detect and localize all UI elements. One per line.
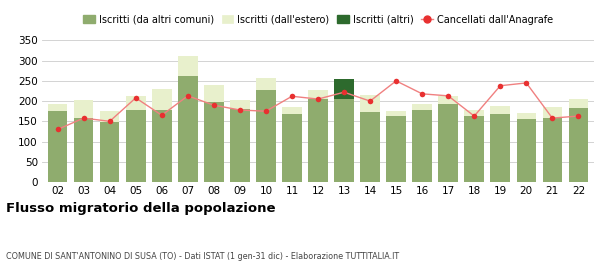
Bar <box>48 111 67 182</box>
Bar <box>334 99 354 182</box>
Point <box>287 94 297 99</box>
Point <box>131 96 140 100</box>
Bar <box>178 56 197 76</box>
Bar <box>74 100 94 118</box>
Bar <box>569 99 588 108</box>
Point <box>521 81 531 85</box>
Text: COMUNE DI SANT'ANTONINO DI SUSA (TO) - Dati ISTAT (1 gen-31 dic) - Elaborazione : COMUNE DI SANT'ANTONINO DI SUSA (TO) - D… <box>6 252 399 261</box>
Bar <box>152 110 172 182</box>
Bar <box>282 114 302 182</box>
Point <box>496 83 505 88</box>
Bar <box>412 110 432 182</box>
Bar <box>204 85 224 102</box>
Legend: Iscritti (da altri comuni), Iscritti (dall'estero), Iscritti (altri), Cancellati: Iscritti (da altri comuni), Iscritti (da… <box>79 11 557 29</box>
Text: Flusso migratorio della popolazione: Flusso migratorio della popolazione <box>6 202 275 214</box>
Point <box>209 103 218 108</box>
Point <box>261 109 271 113</box>
Point <box>418 92 427 96</box>
Bar <box>204 102 224 182</box>
Bar <box>386 111 406 116</box>
Bar <box>569 108 588 182</box>
Bar <box>230 109 250 182</box>
Bar <box>412 104 432 110</box>
Bar <box>464 116 484 182</box>
Bar <box>126 96 146 110</box>
Bar <box>308 99 328 182</box>
Bar <box>491 114 510 182</box>
Bar <box>439 96 458 104</box>
Bar <box>126 110 146 182</box>
Point <box>157 113 167 118</box>
Bar <box>178 76 197 182</box>
Point <box>548 116 557 120</box>
Bar <box>256 78 275 90</box>
Bar <box>100 122 119 182</box>
Point <box>339 90 349 94</box>
Bar <box>361 113 380 182</box>
Point <box>469 114 479 118</box>
Bar <box>517 119 536 182</box>
Bar <box>282 107 302 114</box>
Bar <box>542 118 562 182</box>
Bar <box>100 111 119 122</box>
Bar <box>439 104 458 182</box>
Point <box>391 79 401 83</box>
Point <box>235 108 245 112</box>
Point <box>574 114 583 118</box>
Bar <box>48 104 67 111</box>
Bar <box>256 90 275 182</box>
Point <box>365 99 375 103</box>
Bar <box>361 95 380 113</box>
Bar <box>517 113 536 119</box>
Point <box>443 94 453 98</box>
Point <box>313 97 323 101</box>
Bar <box>542 107 562 118</box>
Bar <box>74 118 94 182</box>
Point <box>183 94 193 98</box>
Bar <box>334 79 354 99</box>
Bar <box>152 89 172 110</box>
Point <box>53 127 62 132</box>
Bar <box>386 116 406 182</box>
Bar <box>491 106 510 114</box>
Bar <box>308 90 328 99</box>
Point <box>105 119 115 123</box>
Point <box>79 116 88 120</box>
Bar <box>464 110 484 116</box>
Bar <box>230 100 250 109</box>
